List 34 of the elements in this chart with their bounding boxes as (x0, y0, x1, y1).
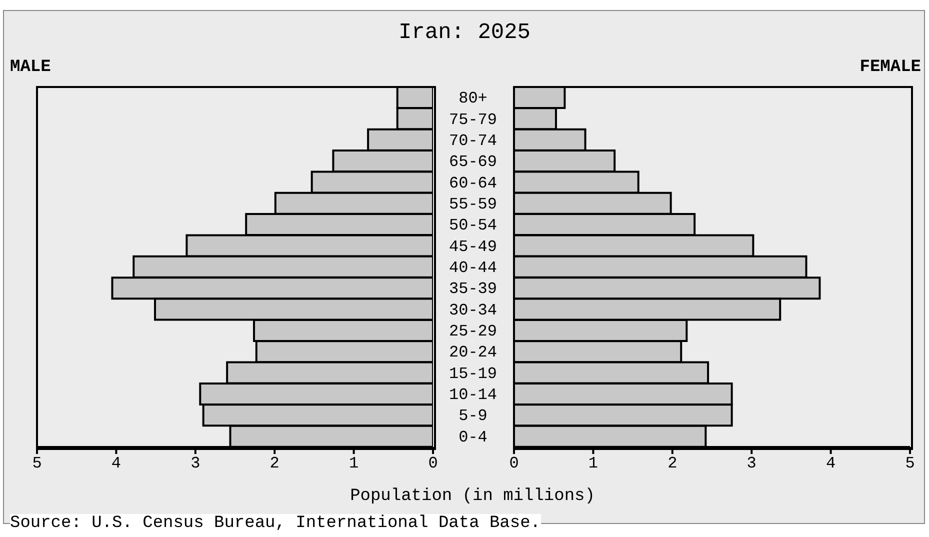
x-tick-label: 1 (348, 454, 359, 472)
x-axis-title: Population (in millions) (349, 487, 596, 506)
y-tick-label: 25-29 (448, 322, 498, 341)
y-tick-label: 45-49 (448, 238, 498, 256)
y-tick-label: 75-79 (448, 110, 498, 129)
text: MALE (10, 58, 51, 77)
x-tick-label: 1 (588, 454, 598, 472)
y-tick-label: 50-54 (448, 216, 498, 235)
x-tick-label: 5 (905, 454, 915, 472)
y-tick-label: 80+ (458, 90, 488, 108)
y-tick-label: 10-14 (448, 386, 498, 404)
x-tick-label: 3 (746, 454, 756, 472)
y-tick-label: 20-24 (448, 344, 498, 362)
y-tick-label: 35-39 (448, 280, 498, 298)
x-tick-label: 0 (509, 454, 519, 472)
x-tick-label: 3 (190, 454, 200, 472)
y-tick-label: 0-4 (458, 428, 488, 446)
y-tick-label: 65-69 (448, 153, 498, 172)
y-tick-label: 30-34 (448, 301, 498, 320)
x-tick-label: 4 (826, 454, 836, 472)
y-tick-label: 15-19 (448, 364, 498, 383)
y-tick-label: 55-59 (448, 195, 498, 214)
x-tick-label: 5 (32, 454, 42, 472)
x-tick-label: 0 (428, 454, 438, 472)
y-tick-label: 40-44 (448, 259, 498, 277)
y-tick-label: 60-64 (448, 174, 498, 192)
x-tick-label: 2 (270, 454, 280, 472)
y-tick-label: 5-9 (458, 407, 488, 426)
x-tick-label: 2 (668, 454, 678, 472)
source-note: Source: U.S. Census Bureau, International Data Base. (10, 514, 540, 533)
x-tick-label: 4 (111, 454, 122, 472)
y-tick-label: 70-74 (448, 132, 498, 150)
text: FEMALE (860, 58, 921, 77)
chart-title: Iran: 2025 (397, 20, 532, 45)
